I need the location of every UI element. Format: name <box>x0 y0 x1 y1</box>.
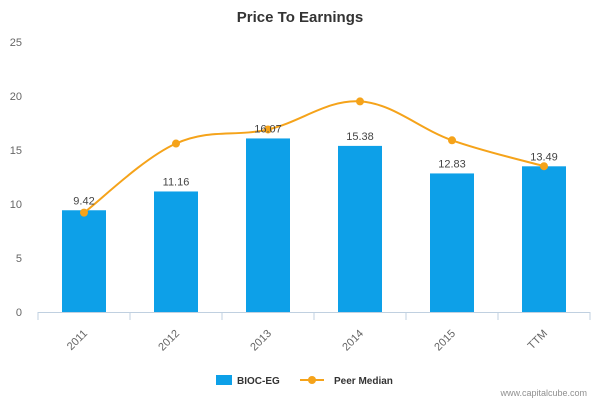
peer-median-point[interactable] <box>448 136 456 145</box>
x-tick-label: 2013 <box>248 328 274 354</box>
bars-series <box>62 138 566 312</box>
bar-data-label: 16.07 <box>254 123 282 135</box>
y-tick-label: 25 <box>10 37 22 49</box>
peer-median-line <box>83 100 545 214</box>
y-tick-label: 0 <box>16 307 22 319</box>
bar-data-label: 15.38 <box>346 131 374 143</box>
x-tick-label: TTM <box>526 328 550 352</box>
line-series <box>80 97 548 217</box>
x-tick-label: 2012 <box>156 328 182 354</box>
bar-data-label: 11.16 <box>163 176 190 188</box>
legend-marker-peer-median <box>308 376 316 384</box>
chart-title: Price To Earnings <box>237 9 363 26</box>
peer-median-point[interactable] <box>540 162 548 171</box>
y-tick-label: 20 <box>10 91 22 103</box>
bar-data-label: 9.42 <box>73 195 94 207</box>
y-axis: 0 5 10 15 20 25 <box>10 37 22 319</box>
legend-swatch-bioc-eg <box>216 375 232 385</box>
bar[interactable] <box>522 166 566 312</box>
peer-median-point[interactable] <box>172 139 180 148</box>
legend-label-bioc-eg[interactable]: BIOC-EG <box>237 376 280 387</box>
y-tick-label: 10 <box>10 199 22 211</box>
bar[interactable] <box>430 173 474 312</box>
bar[interactable] <box>246 138 290 312</box>
bar[interactable] <box>338 145 382 312</box>
bar[interactable] <box>62 210 106 312</box>
legend-label-peer-median[interactable]: Peer Median <box>334 376 393 387</box>
x-axis: 2011 2012 2013 2014 2015 TTM <box>37 312 591 354</box>
x-tick-label: 2011 <box>65 328 90 353</box>
legend: BIOC-EG Peer Median <box>216 375 393 387</box>
peer-median-point[interactable] <box>356 97 364 106</box>
bar-data-label: 12.83 <box>438 158 466 170</box>
bar-data-label: 13.49 <box>530 151 558 163</box>
y-tick-label: 15 <box>10 145 22 157</box>
data-labels: 9.42 11.16 16.07 15.38 12.83 13.49 <box>73 123 557 207</box>
x-tick-label: 2015 <box>432 328 458 354</box>
y-tick-label: 5 <box>16 253 22 265</box>
peer-median-point[interactable] <box>264 125 272 134</box>
bar[interactable] <box>154 191 198 312</box>
credit-text: www.capitalcube.com <box>499 388 587 398</box>
peer-median-point[interactable] <box>80 208 88 217</box>
x-tick-label: 2014 <box>340 328 366 354</box>
